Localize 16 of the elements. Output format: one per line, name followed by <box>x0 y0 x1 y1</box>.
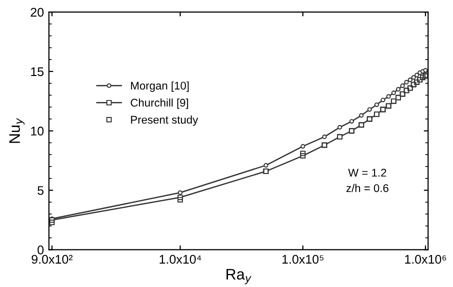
y-axis-title: Nu$_{y}$ <box>9 118 25 143</box>
x-axis-title: Ra$_{y}$ <box>226 268 252 284</box>
x-tick-label: 1.0x10⁵ <box>282 254 324 264</box>
y-tick-label: 15 <box>31 67 44 76</box>
legend-label: Churchill [9] <box>130 98 188 109</box>
legend-label: Present study <box>131 116 198 126</box>
y-tick-label: 20 <box>30 8 44 17</box>
x-tick-label: 1.0x10⁴ <box>160 254 202 264</box>
annotation: z/h = 0.6 <box>346 184 388 192</box>
annotation: W = 1.2 <box>348 168 386 177</box>
x-tick-label: 9.0x10² <box>32 254 73 264</box>
y-tick-label: 5 <box>38 186 44 195</box>
legend-label: Morgan [10] <box>131 81 189 92</box>
x-tick-label: 1.0x10⁶ <box>405 254 446 264</box>
y-tick-label: 0 <box>38 245 44 254</box>
y-tick-label: 10 <box>31 126 44 136</box>
